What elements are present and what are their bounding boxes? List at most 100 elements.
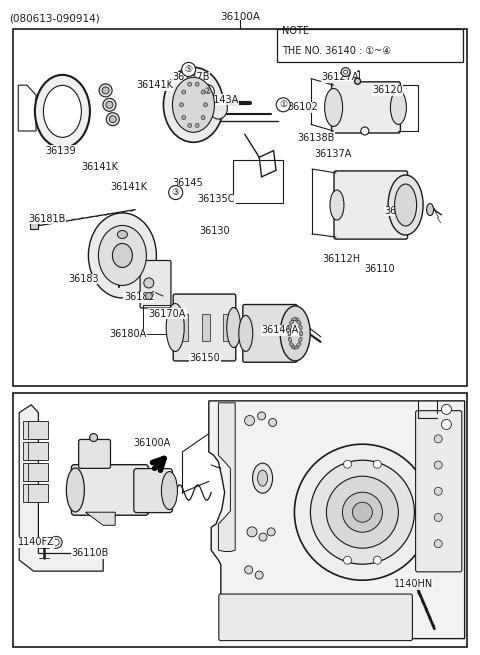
Circle shape — [53, 539, 59, 546]
Bar — [202, 314, 210, 341]
Ellipse shape — [172, 77, 215, 132]
Bar — [30, 219, 38, 229]
Ellipse shape — [299, 325, 302, 329]
Text: 36199: 36199 — [384, 206, 415, 216]
Ellipse shape — [294, 346, 299, 349]
Text: 36182: 36182 — [124, 292, 155, 303]
FancyBboxPatch shape — [72, 464, 148, 515]
Circle shape — [434, 461, 442, 469]
Bar — [23, 442, 43, 460]
Text: 36130: 36130 — [199, 225, 230, 236]
Text: 1140FZ: 1140FZ — [18, 537, 55, 548]
Text: 36100A: 36100A — [220, 12, 260, 22]
Ellipse shape — [43, 85, 82, 138]
Bar — [28, 484, 48, 502]
Ellipse shape — [195, 123, 199, 127]
Bar — [143, 305, 179, 334]
Polygon shape — [19, 405, 103, 571]
FancyBboxPatch shape — [173, 294, 236, 361]
Circle shape — [267, 528, 275, 536]
Ellipse shape — [280, 306, 310, 361]
Text: 36100A: 36100A — [133, 438, 171, 449]
Polygon shape — [218, 403, 235, 552]
Circle shape — [442, 419, 451, 430]
Text: 36181B: 36181B — [28, 214, 65, 224]
Ellipse shape — [180, 103, 183, 107]
Text: 1140HN: 1140HN — [394, 579, 433, 590]
Ellipse shape — [109, 116, 116, 122]
Ellipse shape — [106, 113, 120, 126]
Ellipse shape — [188, 123, 192, 127]
Text: 36141K: 36141K — [110, 182, 147, 193]
Circle shape — [276, 98, 290, 112]
Ellipse shape — [361, 127, 369, 135]
Ellipse shape — [106, 102, 113, 108]
Ellipse shape — [291, 346, 296, 349]
Ellipse shape — [330, 190, 344, 220]
Circle shape — [269, 419, 276, 426]
Ellipse shape — [297, 320, 301, 324]
Ellipse shape — [294, 318, 299, 321]
Text: THE NO. 36140 : ①~④: THE NO. 36140 : ①~④ — [282, 46, 391, 56]
Ellipse shape — [66, 468, 84, 512]
Ellipse shape — [258, 470, 267, 486]
Text: ③: ③ — [172, 188, 180, 197]
Circle shape — [258, 412, 265, 420]
Text: 36146A: 36146A — [262, 325, 299, 335]
Ellipse shape — [390, 90, 407, 124]
Bar — [233, 160, 283, 203]
Circle shape — [245, 566, 252, 574]
Bar — [28, 421, 48, 439]
Ellipse shape — [395, 184, 417, 226]
Bar — [23, 484, 43, 502]
Text: 36135C: 36135C — [198, 194, 235, 204]
Ellipse shape — [252, 463, 273, 493]
FancyBboxPatch shape — [416, 411, 462, 572]
Bar — [223, 314, 231, 341]
Ellipse shape — [344, 70, 348, 74]
Circle shape — [259, 533, 267, 541]
Ellipse shape — [291, 318, 296, 321]
Text: 36137A: 36137A — [314, 149, 352, 159]
Ellipse shape — [288, 337, 292, 342]
Text: 36120: 36120 — [372, 85, 403, 96]
Ellipse shape — [289, 320, 294, 324]
Circle shape — [200, 84, 215, 99]
Circle shape — [50, 536, 62, 548]
Text: 36112H: 36112H — [323, 254, 360, 265]
Ellipse shape — [88, 213, 156, 298]
Text: 36145: 36145 — [172, 178, 203, 189]
Circle shape — [388, 508, 396, 516]
FancyBboxPatch shape — [79, 440, 110, 468]
Circle shape — [311, 460, 414, 564]
Bar — [180, 314, 188, 341]
Ellipse shape — [297, 343, 301, 346]
Ellipse shape — [98, 225, 146, 286]
Ellipse shape — [99, 84, 112, 97]
Text: 36137B: 36137B — [172, 72, 209, 83]
Ellipse shape — [161, 472, 178, 510]
Bar — [277, 29, 463, 62]
Ellipse shape — [204, 103, 207, 107]
Ellipse shape — [324, 88, 343, 126]
Ellipse shape — [239, 316, 253, 351]
Ellipse shape — [188, 83, 192, 86]
Circle shape — [247, 527, 257, 537]
Polygon shape — [209, 401, 465, 639]
Text: 36183: 36183 — [68, 274, 99, 284]
Bar — [23, 421, 43, 439]
Ellipse shape — [227, 307, 241, 348]
Circle shape — [342, 492, 383, 533]
Ellipse shape — [102, 87, 109, 94]
Text: ①: ① — [279, 100, 287, 109]
FancyBboxPatch shape — [140, 261, 171, 308]
Ellipse shape — [182, 115, 186, 119]
Text: ⑤: ⑤ — [185, 65, 192, 74]
Ellipse shape — [166, 303, 184, 352]
Circle shape — [434, 435, 442, 443]
Ellipse shape — [145, 293, 152, 299]
FancyBboxPatch shape — [243, 305, 297, 362]
Ellipse shape — [388, 175, 423, 235]
FancyBboxPatch shape — [134, 468, 172, 513]
Text: 36141K: 36141K — [82, 162, 119, 172]
